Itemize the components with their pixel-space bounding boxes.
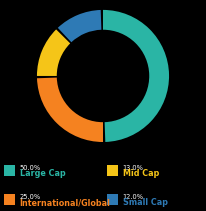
Wedge shape [103,10,169,142]
Text: International/Global: International/Global [20,199,110,207]
Wedge shape [37,78,103,142]
FancyBboxPatch shape [107,165,118,176]
Text: Small Cap: Small Cap [123,199,167,207]
Text: Large Cap: Large Cap [20,169,65,178]
Text: 12.0%: 12.0% [123,194,144,200]
FancyBboxPatch shape [107,195,118,205]
FancyBboxPatch shape [4,165,15,176]
Wedge shape [37,29,70,76]
FancyBboxPatch shape [4,195,15,205]
Text: 50.0%: 50.0% [20,165,41,170]
Text: 25.0%: 25.0% [20,194,41,200]
Text: 13.0%: 13.0% [123,165,143,170]
Text: Mid Cap: Mid Cap [123,169,159,178]
Wedge shape [58,10,101,42]
